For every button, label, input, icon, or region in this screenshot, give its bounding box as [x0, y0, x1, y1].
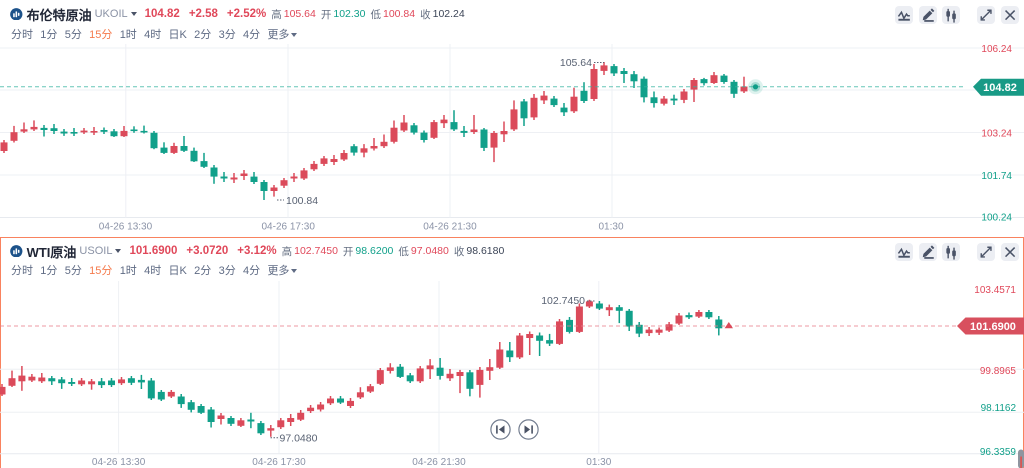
svg-text:103.24: 103.24 — [981, 128, 1012, 139]
svg-text:96.3359: 96.3359 — [980, 447, 1017, 458]
svg-text:04-26 13:30: 04-26 13:30 — [92, 457, 146, 468]
svg-text:01:30: 01:30 — [598, 222, 623, 233]
svg-text:106.24: 106.24 — [981, 44, 1012, 55]
svg-text:100.24: 100.24 — [981, 212, 1012, 223]
svg-text:99.8965: 99.8965 — [980, 366, 1017, 377]
svg-text:04-26 21:30: 04-26 21:30 — [423, 222, 477, 233]
svg-text:04-26 21:30: 04-26 21:30 — [412, 457, 466, 468]
svg-text:103.4571: 103.4571 — [974, 285, 1016, 296]
svg-text:104.82: 104.82 — [983, 82, 1017, 94]
svg-text:101.6900: 101.6900 — [970, 321, 1016, 333]
svg-text:04-26 17:30: 04-26 17:30 — [252, 457, 306, 468]
svg-text:105.64: 105.64 — [560, 57, 592, 69]
svg-text:100.84: 100.84 — [286, 195, 318, 207]
svg-text:01:30: 01:30 — [586, 457, 611, 468]
svg-text:97.0480: 97.0480 — [280, 433, 318, 445]
svg-text:98.1162: 98.1162 — [981, 403, 1017, 414]
svg-text:101.74: 101.74 — [981, 171, 1012, 182]
svg-text:04-26 17:30: 04-26 17:30 — [262, 222, 316, 233]
svg-text:102.7450: 102.7450 — [541, 295, 585, 307]
svg-text:04-26 13:30: 04-26 13:30 — [99, 222, 153, 233]
